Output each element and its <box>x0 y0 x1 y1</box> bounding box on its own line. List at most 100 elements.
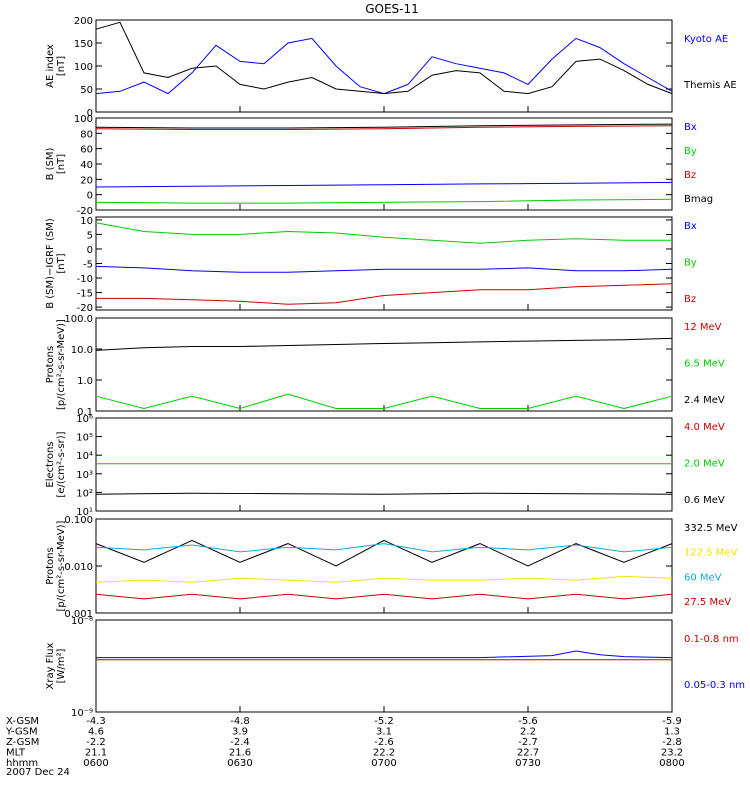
ephemeris-value: -2.4 <box>230 737 250 748</box>
ephemeris-value: 21.1 <box>85 748 107 759</box>
legend-entry: 0.05-0.3 nm <box>684 680 745 691</box>
series-line-kyoto-ae <box>95 37 673 95</box>
series-line-by <box>95 198 673 204</box>
ephemeris-value: 0730 <box>515 758 540 769</box>
figure-title: GOES-11 <box>365 2 419 16</box>
ephemeris-value: -5.2 <box>374 716 394 727</box>
y-tick-label: 100 <box>74 62 93 73</box>
ephemeris-row-label: X-GSM <box>6 716 39 727</box>
ephemeris-value: 3.9 <box>232 727 248 738</box>
ephemeris-value: 0600 <box>83 758 108 769</box>
y-tick-label: 60 <box>80 145 93 156</box>
y-tick-label: 10³ <box>76 470 93 481</box>
legend-entry: 4.0 MeV <box>684 422 725 433</box>
series-line-27-5-mev <box>95 593 673 600</box>
ephemeris-value: -2.7 <box>518 737 538 748</box>
ephemeris-row-label: Y-GSM <box>5 727 38 738</box>
ephemeris-row-label: Z-GSM <box>6 737 39 748</box>
panel-frame <box>95 19 673 113</box>
series-line-themis-ae <box>95 21 673 95</box>
ephemeris-value: 22.2 <box>373 748 395 759</box>
y-tick-label: 40 <box>80 160 93 171</box>
panel-frame <box>95 117 673 211</box>
y-tick-label: 1.0 <box>77 376 93 387</box>
y-tick-label: 10 <box>80 216 93 227</box>
ephemeris-value: 1.3 <box>664 727 680 738</box>
legend-entry: Themis AE <box>683 80 737 91</box>
legend-entry: By <box>684 146 697 157</box>
ephemeris-value: -4.3 <box>86 716 106 727</box>
ephemeris-value: 21.6 <box>229 748 251 759</box>
y-axis-label: Protons[p/(cm²-s-sr-MeV)] <box>45 520 67 611</box>
y-tick-label: -20 <box>77 303 93 314</box>
legend-entry: Bx <box>684 221 697 232</box>
date-label: 2007 Dec 24 <box>6 767 70 778</box>
panel-xray: 10⁻⁹ 10⁻⁸ Xray Flux[W/m²] 0.1-0.8 nm 0.05-0.… <box>45 616 745 719</box>
panel-frame <box>95 216 673 311</box>
y-tick-label: 100 <box>74 114 93 125</box>
panel-frame <box>95 317 673 412</box>
y-axis-label: Protons[p/(cm²-s-sr-MeV)] <box>45 319 67 410</box>
legend-entry: 0.6 MeV <box>684 495 725 506</box>
y-tick-label: 0 <box>87 108 93 119</box>
legend-entry: 122.5 MeV <box>684 548 738 559</box>
legend-entry: 2.4 MeV <box>684 395 725 406</box>
ephemeris-row-label: hhmm <box>6 758 38 769</box>
y-tick-label: 100.0 <box>64 314 93 325</box>
y-tick-label: 10⁻⁸ <box>71 616 93 627</box>
series-line-bx <box>95 181 673 188</box>
y-tick-label: 10.0 <box>71 345 93 356</box>
panel-frame <box>95 518 673 614</box>
y-tick-label: -20 <box>77 206 93 217</box>
panel-electrons: 10¹ 10² 10³ 10⁴ 10⁵ 10⁶ Electrons[e/(cm²-s-sr)… <box>45 414 725 518</box>
series-line-bx <box>95 265 673 273</box>
y-tick-label: 10⁶ <box>76 414 93 425</box>
legend-entry: Bz <box>684 294 696 305</box>
ephemeris-value: -2.8 <box>662 737 682 748</box>
ephemeris-value: -5.6 <box>518 716 538 727</box>
legend-entry: Bz <box>684 170 696 181</box>
legend-entry: 6.5 MeV <box>684 359 725 370</box>
ephemeris-value: 2.2 <box>520 727 536 738</box>
y-axis-label: B (SM)−IGRF (SM)[nT] <box>45 218 67 309</box>
ephemeris-row-label: MLT <box>6 748 26 759</box>
y-tick-label: 0.1 <box>77 407 93 418</box>
y-tick-label: 80 <box>80 129 93 140</box>
series-line-0-6-mev <box>95 492 673 495</box>
legend-entry: 2.0 MeV <box>684 459 725 470</box>
series-line-60-mev <box>95 543 673 553</box>
series-line-0-05-0-3-nm <box>96 650 673 659</box>
panel-protons_low: 0.1 1.0 10.0 100.0Protons[p/(cm²-s-sr-MeV)]… <box>45 314 725 418</box>
series-line-122-5-mev <box>95 575 673 583</box>
panel-ae: 0 50 100 150 200 AE index[nT] Kyoto AE Themis A… <box>45 16 737 119</box>
legend-entry: 12 MeV <box>684 322 722 333</box>
panel-frame <box>95 417 673 512</box>
legend-entry: 332.5 MeV <box>684 523 738 534</box>
panel-protons_high: 0.001 0.010 0.100Protons[p/(cm²-s-sr-MeV)]… <box>45 515 738 620</box>
y-tick-label: 10⁻⁹ <box>71 708 93 719</box>
ephemeris-value: -4.8 <box>230 716 250 727</box>
series-line-bz <box>95 125 673 130</box>
series-line-6-5-mev <box>95 393 673 410</box>
ephemeris-value: -5.9 <box>662 716 682 727</box>
ephemeris-value: 3.1 <box>376 727 392 738</box>
legend-entry: 27.5 MeV <box>684 597 731 608</box>
series-line-bz <box>96 283 673 305</box>
series-line-332-5-mev <box>95 539 673 567</box>
y-tick-label: 20 <box>80 175 93 186</box>
series-line-bmag <box>95 123 673 129</box>
ephemeris-value: 4.6 <box>88 727 104 738</box>
y-tick-label: 5 <box>87 230 93 241</box>
y-tick-label: 10¹ <box>76 507 93 518</box>
legend-entry: Bx <box>684 122 697 133</box>
ephemeris-value: 0700 <box>371 758 396 769</box>
legend-entry: Kyoto AE <box>684 34 728 45</box>
y-tick-label: 0.001 <box>64 609 93 620</box>
panel-b_sm: -20 0 20 40 60 80 100 B (SM)[nT] Bx By Bz Bmag <box>45 114 713 217</box>
y-tick-label: 0 <box>87 191 93 202</box>
panel-frame <box>95 619 673 713</box>
panel-b_diff: -20 -15 -10 -5 0 5 10 B (SM)−IGRF (SM)[nT] Bx By B… <box>45 216 697 314</box>
ephemeris-value: 0630 <box>227 758 252 769</box>
legend-entry: By <box>684 258 697 269</box>
